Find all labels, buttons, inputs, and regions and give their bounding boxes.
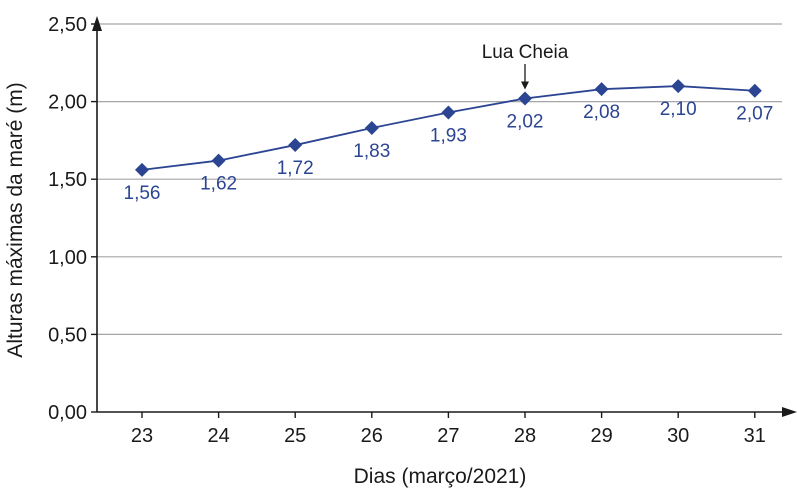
x-axis-ticks: 23 24 25 26 27 28 29 30 31: [131, 412, 766, 447]
data-label: 2,10: [660, 99, 697, 120]
data-point-marker: [594, 82, 609, 97]
data-point-marker: [441, 105, 456, 120]
data-label: 1,62: [200, 174, 237, 195]
data-label: 2,08: [583, 102, 620, 123]
data-label: 1,56: [124, 183, 161, 204]
x-tick-label: 31: [744, 425, 766, 447]
x-axis-title: Dias (março/2021): [354, 465, 527, 488]
annotation-layer: Lua Cheia: [482, 42, 569, 90]
data-point-marker: [288, 138, 303, 153]
data-point-marker: [671, 79, 686, 94]
y-tick-label: 0,00: [48, 402, 87, 424]
data-label: 1,93: [430, 125, 467, 146]
data-point-marker: [135, 162, 149, 177]
y-tick-label: 1,50: [48, 169, 87, 191]
y-tick-label: 2,00: [48, 92, 87, 114]
annotation-label: Lua Cheia: [482, 42, 569, 63]
x-tick-label: 28: [514, 425, 536, 447]
x-axis-arrow-icon: [782, 407, 797, 417]
data-label: 2,07: [736, 104, 773, 125]
axes: [92, 16, 797, 417]
data-point-marker: [364, 120, 379, 135]
data-label: 1,72: [277, 158, 314, 179]
data-label: 2,02: [507, 111, 544, 132]
y-axis-title: Alturas máximas da maré (m): [4, 82, 27, 357]
y-tick-label: 2,50: [48, 14, 87, 36]
data-point-marker: [518, 91, 532, 106]
y-tick-label: 1,00: [48, 247, 87, 269]
annotation-arrow-icon: [521, 81, 529, 90]
x-tick-label: 25: [284, 425, 306, 447]
y-tick-label: 0,50: [48, 324, 87, 346]
y-axis-ticks: 0,00 0,50 1,00 1,50 2,00 2,50: [48, 14, 97, 424]
x-tick-label: 23: [131, 425, 153, 447]
x-tick-label: 30: [667, 425, 689, 447]
x-tick-label: 24: [207, 425, 229, 447]
x-tick-label: 29: [590, 425, 612, 447]
gridlines: [97, 23, 782, 335]
data-point-marker: [211, 153, 226, 168]
x-tick-label: 26: [361, 425, 383, 447]
data-label: 1,83: [353, 141, 390, 162]
series-layer: 1,56 1,62 1,72 1,83 1,93 2,02 2,08 2,10 2,07: [124, 79, 773, 204]
x-tick-label: 27: [437, 425, 459, 447]
data-point-marker: [747, 83, 762, 98]
